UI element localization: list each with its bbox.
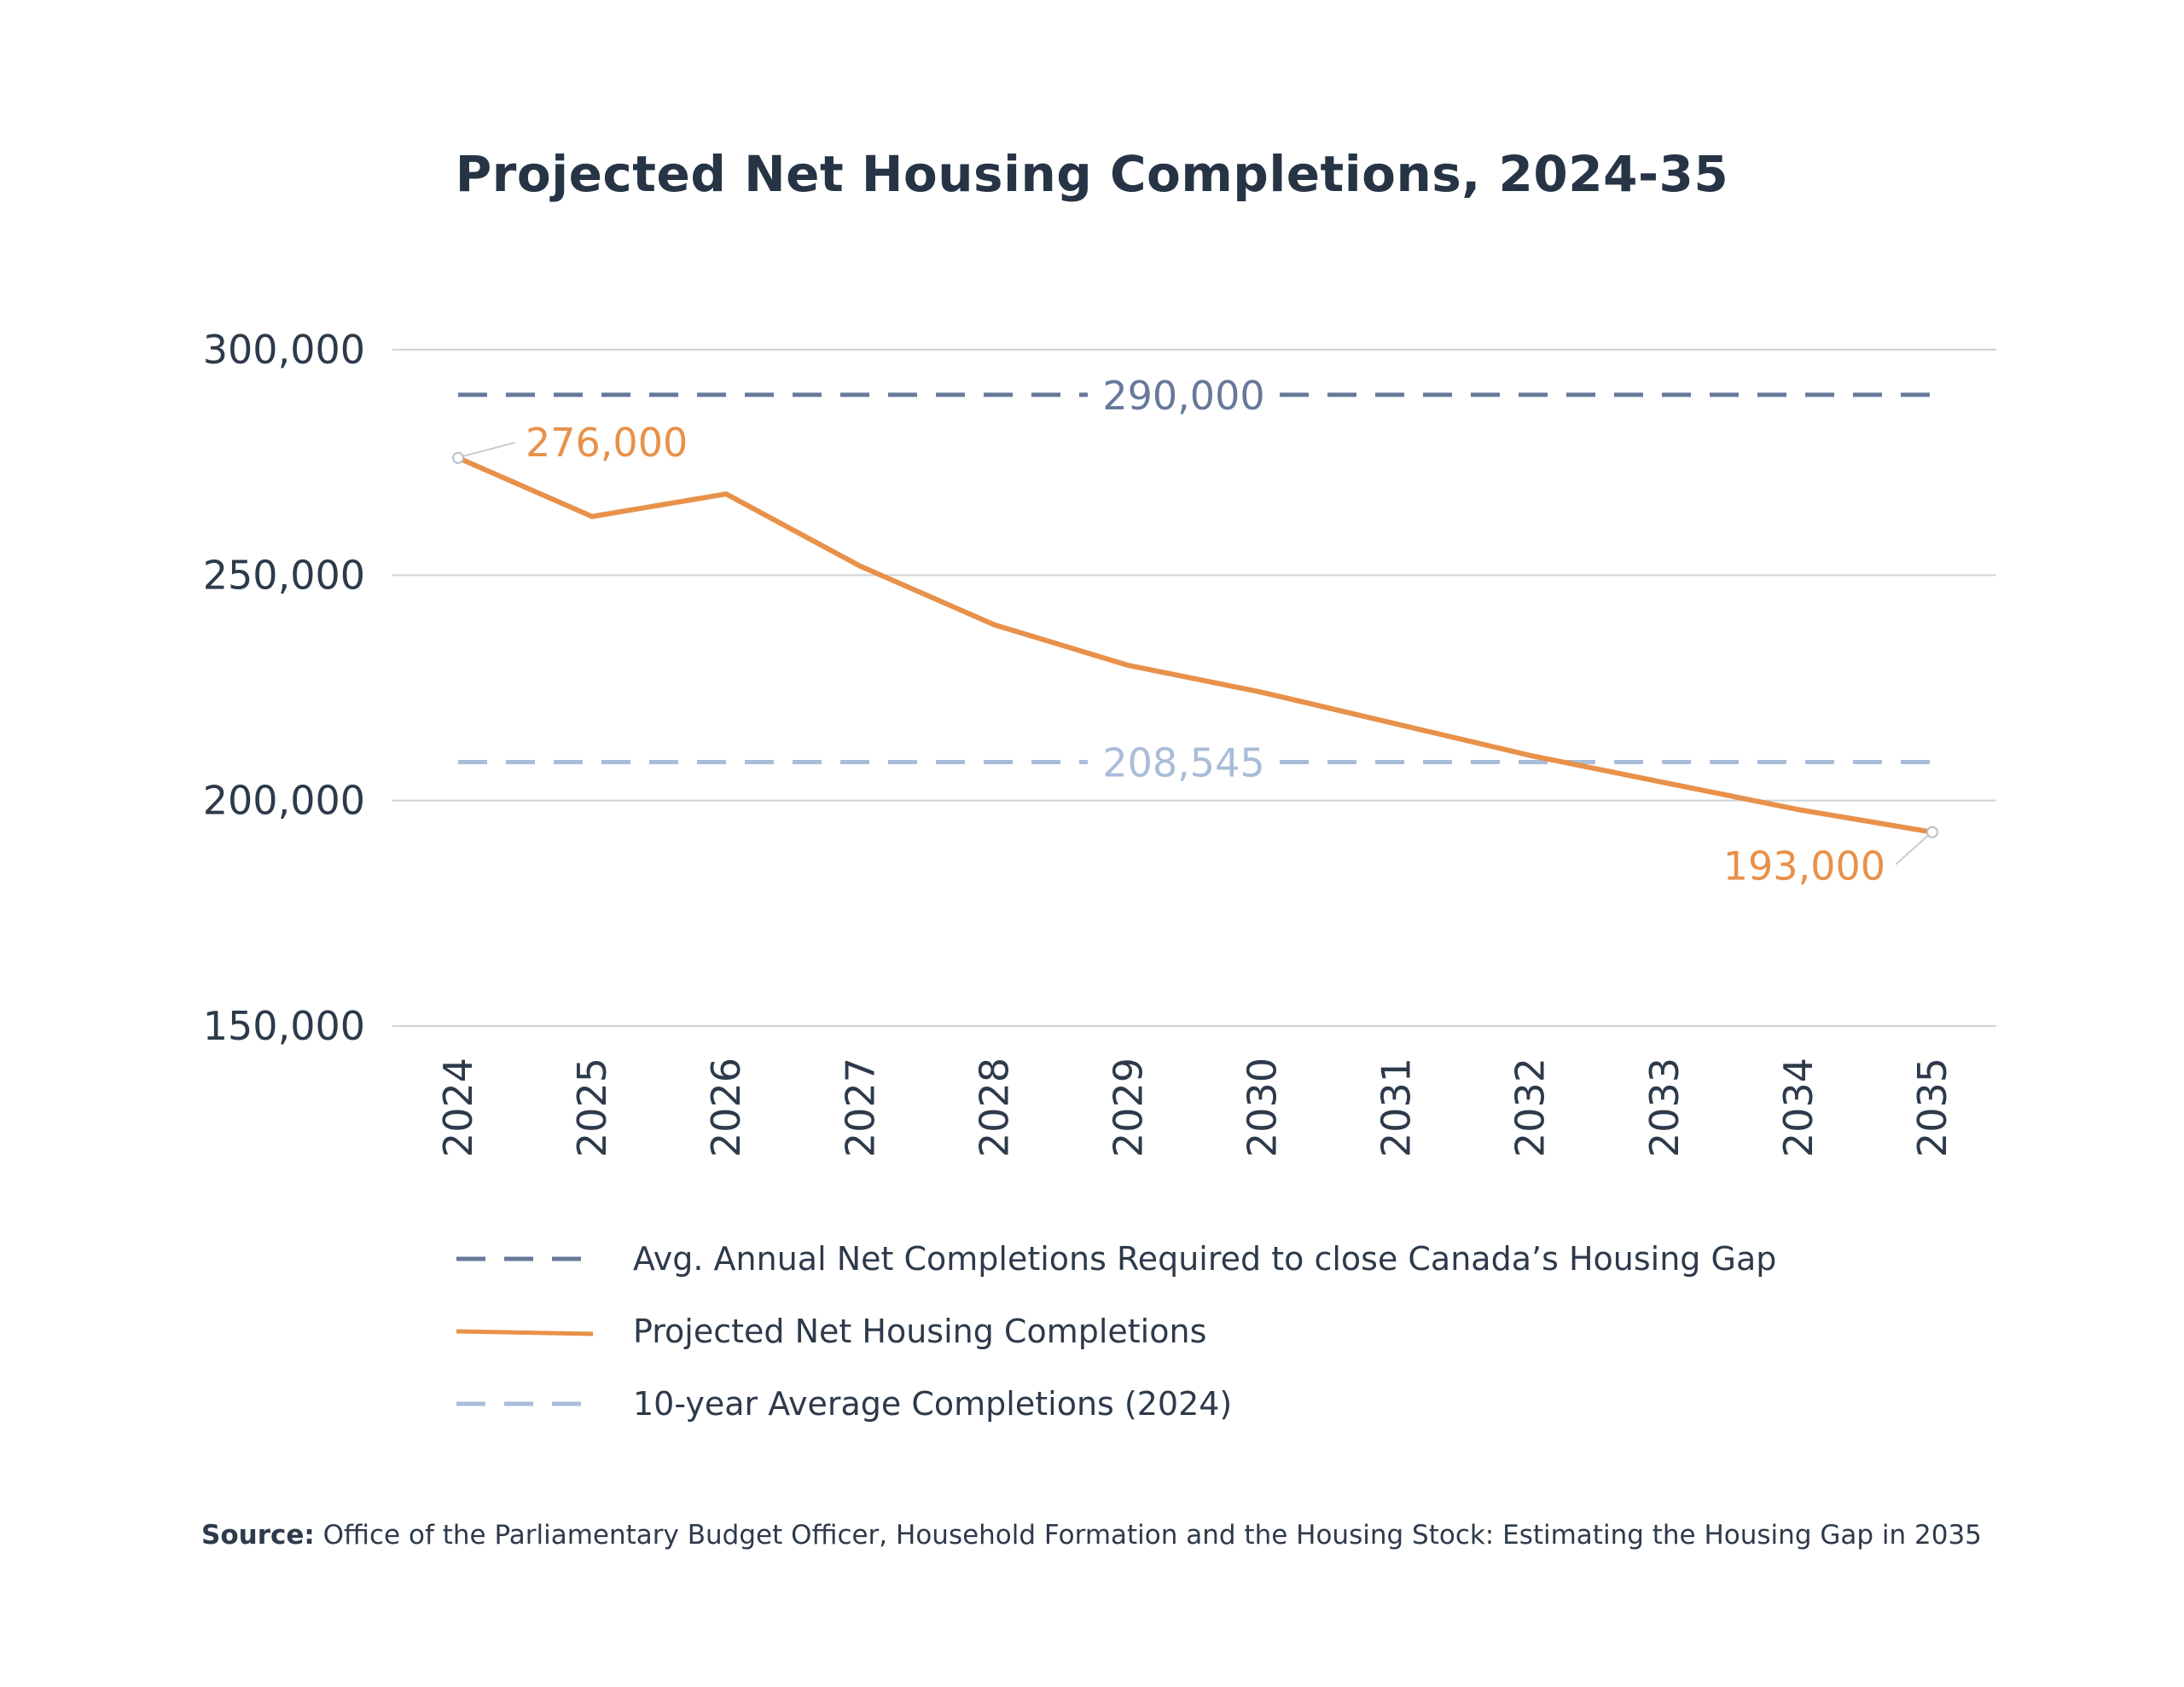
x-tick-label: 2035 [1909,1058,1955,1157]
legend: Avg. Annual Net Completions Required to … [456,1240,1776,1423]
x-tick-label: 2029 [1105,1058,1151,1157]
x-tick-label: 2027 [837,1058,883,1157]
gridlines [392,349,1996,1027]
y-tick-label: 300,000 [203,327,365,373]
legend-entry: Projected Net Housing Completions [633,1313,1206,1350]
leader-line [462,441,516,457]
projected-completions-line [456,455,1935,835]
reference-line-label: 290,000 [1102,373,1264,419]
data-label: 276,000 [526,420,688,466]
source-note: Source: Office of the Parliamentary Budg… [201,1520,1982,1551]
reference-line-label: 208,545 [1102,739,1264,786]
x-tick-label: 2034 [1775,1058,1821,1157]
x-axis-ticks: 2024 2025 2026 2027 2028 2029 2030 2031 2032 2033… [435,1058,1955,1157]
legend-swatch [456,1329,594,1336]
data-point-marker [452,451,464,464]
source-text: Office of the Parliamentary Budget Offic… [322,1520,1982,1551]
reference-lines [458,392,1932,764]
y-axis-ticks: 300,000 250,000 200,000 150,000 [203,327,365,1049]
x-tick-label: 2028 [971,1058,1017,1157]
legend-entry: Avg. Annual Net Completions Required to … [633,1240,1776,1278]
chart-title: Projected Net Housing Completions, 2024-… [455,145,1729,203]
leader-line [1895,834,1929,866]
x-tick-label: 2026 [703,1058,749,1157]
source-label: Source: [201,1520,315,1551]
y-tick-label: 200,000 [203,778,365,824]
x-tick-label: 2032 [1507,1058,1554,1157]
data-point-marker [1926,826,1938,838]
x-tick-label: 2025 [569,1058,615,1157]
x-tick-label: 2030 [1240,1058,1286,1157]
data-label: 193,000 [1723,844,1885,890]
x-tick-label: 2024 [435,1058,481,1157]
y-tick-label: 150,000 [203,1003,365,1049]
legend-entry: 10-year Average Completions (2024) [633,1385,1232,1423]
x-tick-label: 2031 [1374,1058,1420,1157]
x-tick-label: 2033 [1641,1058,1687,1157]
y-tick-label: 250,000 [203,552,365,598]
series-lines [456,455,1935,835]
annotations: 290,000 208,545 276,000 193,000 [452,373,1938,890]
